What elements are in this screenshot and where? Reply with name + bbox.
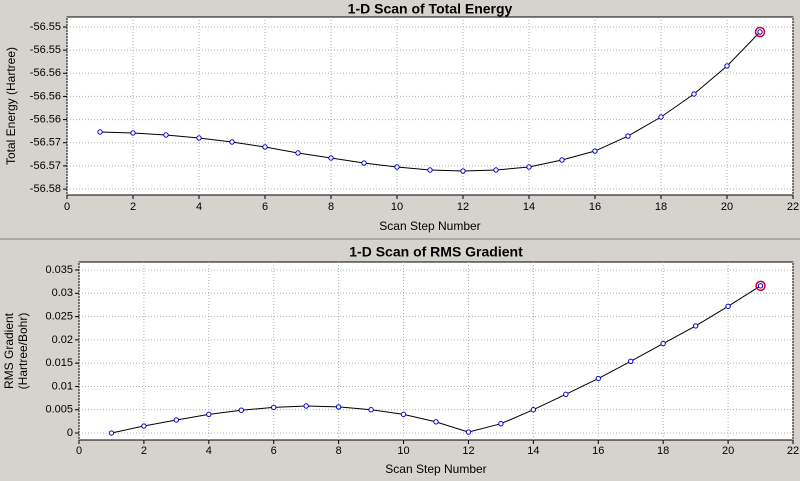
point <box>526 164 532 170</box>
x-axis-label: Scan Step Number <box>385 462 486 476</box>
point <box>433 419 439 425</box>
current-point <box>755 280 766 292</box>
x-tick-label: 20 <box>722 445 734 457</box>
y-tick-label: -56.55 <box>30 21 61 33</box>
x-tick-label: 6 <box>262 201 268 213</box>
point <box>97 129 103 135</box>
point <box>563 391 569 398</box>
point <box>691 91 697 97</box>
x-tick-label: 16 <box>589 201 601 213</box>
y-tick-label: 0.035 <box>45 264 73 276</box>
point <box>660 340 666 347</box>
point <box>757 283 764 289</box>
point <box>141 423 147 429</box>
x-tick-label: 10 <box>397 445 409 457</box>
y-tick-label: 0.015 <box>45 357 73 369</box>
point <box>229 139 235 145</box>
x-tick-label: 14 <box>523 201 535 213</box>
y-tick-label: 0.005 <box>45 404 73 416</box>
point <box>394 164 400 170</box>
point <box>465 429 472 435</box>
x-tick-label: 22 <box>787 445 799 457</box>
x-tick-label: 8 <box>336 445 342 457</box>
y-tick-label: 0.02 <box>52 334 73 346</box>
point <box>592 148 598 154</box>
x-axis-label: Scan Step Number <box>379 219 480 233</box>
x-tick-label: 12 <box>457 201 469 213</box>
point <box>595 375 601 382</box>
plot-area <box>78 261 794 441</box>
point <box>628 358 634 364</box>
y-tick-label: 0.025 <box>45 310 73 322</box>
y-axis-label: RMS Gradient <box>2 312 16 389</box>
point <box>108 430 115 436</box>
point <box>173 417 180 423</box>
x-tick-label: 0 <box>64 201 70 213</box>
point <box>725 303 731 310</box>
point <box>530 407 537 413</box>
point <box>295 150 301 156</box>
y-tick-label: 0 <box>67 427 73 439</box>
point <box>130 130 136 136</box>
point <box>692 323 699 329</box>
x-tick-label: 18 <box>657 445 669 457</box>
point <box>238 407 244 413</box>
x-tick-label: 6 <box>271 445 277 457</box>
current-point <box>754 26 766 38</box>
y-tick-label: -56.56 <box>30 113 61 125</box>
point <box>206 411 212 418</box>
point <box>493 167 499 173</box>
x-tick-label: 4 <box>196 201 202 213</box>
y-tick-label: -56.58 <box>30 183 61 195</box>
y-axis-label: Total Energy (Hartree) <box>4 47 18 165</box>
point <box>625 133 631 139</box>
x-tick-label: 12 <box>462 445 474 457</box>
point <box>498 420 504 427</box>
x-tick-label: 4 <box>206 445 212 457</box>
point <box>460 168 466 174</box>
y-axis-label: (Hartree/Bohr) <box>16 313 30 390</box>
point <box>559 157 565 163</box>
x-tick-label: 16 <box>592 445 604 457</box>
x-tick-label: 22 <box>787 201 799 213</box>
point <box>658 114 664 120</box>
y-tick-label: -56.56 <box>30 90 61 102</box>
x-tick-label: 8 <box>328 201 334 213</box>
plot-area <box>66 16 794 196</box>
x-tick-label: 10 <box>391 201 403 213</box>
y-tick-label: -56.57 <box>30 137 61 149</box>
point <box>196 135 202 141</box>
y-tick-label: -56.57 <box>30 160 61 172</box>
point <box>271 404 277 411</box>
point <box>328 155 334 161</box>
point <box>724 63 730 69</box>
point <box>368 407 374 413</box>
x-tick-label: 14 <box>527 445 539 457</box>
x-tick-label: 2 <box>141 445 147 457</box>
x-tick-label: 2 <box>130 201 136 213</box>
chart-title: 1-D Scan of RMS Gradient <box>349 244 523 260</box>
y-tick-label: -56.56 <box>30 67 61 79</box>
x-tick-label: 20 <box>721 201 733 213</box>
point <box>303 403 309 409</box>
point <box>361 160 367 166</box>
point <box>163 132 169 138</box>
point <box>427 167 433 173</box>
x-tick-label: 18 <box>655 201 667 213</box>
point <box>262 144 268 150</box>
x-tick-label: 0 <box>76 445 82 457</box>
chart-title: 1-D Scan of Total Energy <box>348 1 513 17</box>
point <box>400 411 407 418</box>
y-tick-label: 0.01 <box>52 380 73 392</box>
y-tick-label: 0.03 <box>52 287 73 299</box>
point <box>757 29 763 35</box>
point <box>335 404 342 410</box>
y-tick-label: -56.55 <box>30 44 61 56</box>
